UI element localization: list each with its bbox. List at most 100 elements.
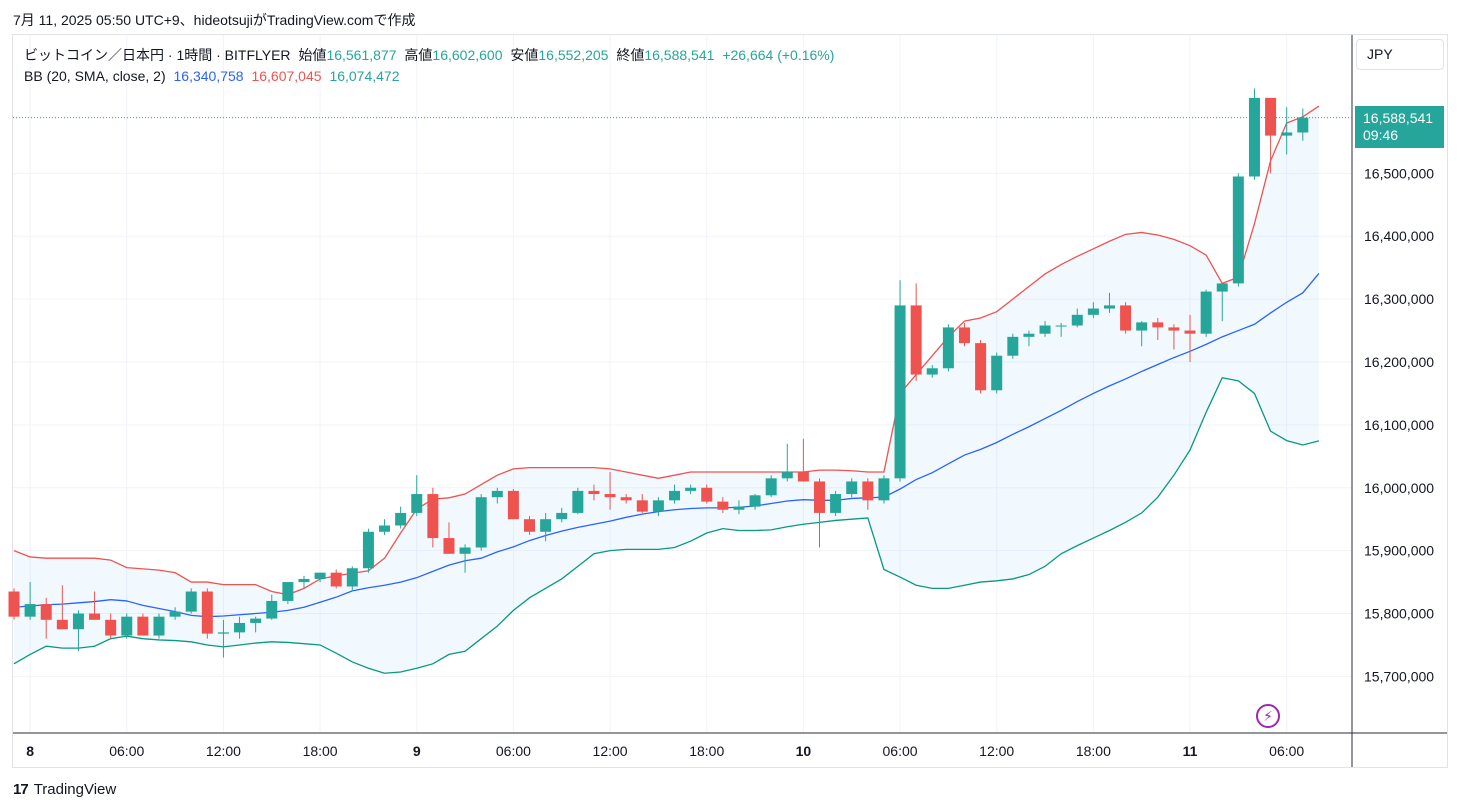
y-tick-label: 16,300,000 bbox=[1364, 291, 1434, 307]
candle-body bbox=[1071, 314, 1083, 326]
candle-body bbox=[572, 490, 584, 513]
legend-open-label: 始値 bbox=[298, 47, 327, 63]
candle-body bbox=[814, 481, 825, 513]
candle-body bbox=[330, 572, 342, 587]
legend-bb-upper: 16,607,045 bbox=[251, 68, 322, 84]
candle-body bbox=[1120, 305, 1132, 331]
candle-body bbox=[1136, 322, 1148, 331]
candle-body bbox=[314, 572, 326, 579]
candle-body bbox=[459, 547, 471, 554]
candle-body bbox=[910, 305, 922, 375]
candle-body bbox=[556, 512, 568, 520]
x-tick-label: 12:00 bbox=[206, 743, 241, 759]
candle-body bbox=[749, 495, 761, 507]
candle-body bbox=[379, 525, 391, 532]
candle-body bbox=[121, 616, 133, 636]
candle-body bbox=[169, 611, 181, 617]
y-tick-label: 16,500,000 bbox=[1364, 165, 1434, 181]
bb-band-fill bbox=[14, 106, 1319, 674]
candle-body bbox=[1152, 322, 1164, 328]
candle-body bbox=[1184, 330, 1196, 334]
candle-body bbox=[926, 368, 938, 375]
candle-body bbox=[942, 327, 954, 369]
candle-body bbox=[1039, 325, 1051, 334]
legend-open-value: 16,561,877 bbox=[326, 47, 397, 63]
chart-frame bbox=[12, 34, 1448, 768]
candle-body bbox=[1055, 325, 1067, 327]
x-tick-label: 06:00 bbox=[883, 743, 918, 759]
x-tick-label: 18:00 bbox=[303, 743, 338, 759]
candle-body bbox=[217, 632, 229, 634]
candle-body bbox=[1232, 176, 1244, 284]
candle-body bbox=[1297, 117, 1309, 133]
x-tick-label: 11 bbox=[1183, 743, 1198, 759]
candle-body bbox=[958, 327, 970, 344]
y-tick-label: 15,800,000 bbox=[1364, 606, 1434, 622]
candle-body bbox=[475, 497, 487, 548]
candle-body bbox=[862, 481, 874, 501]
candle-body bbox=[620, 497, 632, 501]
last-price-value: 16,588,541 bbox=[1363, 109, 1434, 126]
candle-body bbox=[250, 618, 262, 623]
candle-body bbox=[1023, 333, 1035, 337]
lightning-icon[interactable]: ⚡ bbox=[1256, 704, 1280, 728]
legend-ohlc-row: ビットコイン／日本円 · 1時間 · BITFLYER 始値16,561,877… bbox=[24, 45, 838, 66]
candle-body bbox=[975, 343, 987, 391]
candle-body bbox=[282, 582, 294, 601]
candle-body bbox=[201, 591, 213, 634]
candle-body bbox=[24, 604, 36, 617]
candle-body bbox=[56, 619, 68, 630]
y-tick-label: 15,700,000 bbox=[1364, 668, 1434, 684]
y-tick-label: 16,200,000 bbox=[1364, 354, 1434, 370]
bar-countdown: 09:46 bbox=[1363, 126, 1399, 143]
candle-body bbox=[1248, 97, 1260, 177]
candle-body bbox=[1281, 132, 1293, 136]
candle-body bbox=[781, 472, 793, 479]
candle-body bbox=[991, 355, 1003, 391]
candle-body bbox=[701, 487, 713, 502]
currency-button[interactable]: JPY bbox=[1356, 39, 1444, 70]
legend-change-value: +26,664 (+0.16%) bbox=[722, 47, 835, 63]
candle-body bbox=[1200, 291, 1212, 334]
legend-bb-row: BB (20, SMA, close, 2) 16,340,758 16,607… bbox=[24, 66, 838, 87]
legend-bb-basis: 16,340,758 bbox=[173, 68, 244, 84]
bb-upper-line bbox=[13, 105, 1320, 596]
candle-body bbox=[362, 531, 374, 569]
legend-bb-label[interactable]: BB (20, SMA, close, 2) bbox=[24, 68, 166, 84]
candle-body bbox=[185, 591, 197, 612]
chart-timestamp-line: 7月 11, 2025 05:50 UTC+9、hideotsujiがTradi… bbox=[13, 12, 416, 28]
candle-body bbox=[411, 494, 423, 513]
candle-body bbox=[652, 500, 664, 512]
candle-body bbox=[1007, 336, 1019, 356]
candle-body bbox=[72, 613, 84, 630]
x-tick-label: 12:00 bbox=[593, 743, 628, 759]
candle-body bbox=[1168, 327, 1180, 331]
candle-body bbox=[669, 490, 681, 501]
bb-lower-line bbox=[13, 376, 1320, 674]
legend-symbol[interactable]: ビットコイン／日本円 · 1時間 · BITFLYER bbox=[24, 47, 291, 63]
candle-body bbox=[878, 478, 890, 501]
candle-body bbox=[395, 512, 407, 526]
candle-body bbox=[427, 494, 439, 539]
brand[interactable]: 17 TradingView bbox=[13, 781, 116, 798]
x-tick-label: 9 bbox=[413, 743, 421, 759]
candle-body bbox=[507, 490, 519, 520]
candle-body bbox=[89, 613, 101, 620]
y-tick-label: 16,100,000 bbox=[1364, 417, 1434, 433]
candle-body bbox=[846, 481, 858, 495]
legend-low-value: 16,552,205 bbox=[538, 47, 609, 63]
candle-body bbox=[604, 494, 616, 498]
candle-body bbox=[266, 600, 278, 619]
candle-body bbox=[717, 501, 729, 510]
candle-body bbox=[298, 578, 310, 583]
candle-body bbox=[524, 519, 536, 532]
candle-body bbox=[588, 490, 600, 495]
candle-body bbox=[8, 591, 20, 617]
legend-close-label: 終値 bbox=[616, 47, 645, 63]
candle-body bbox=[1087, 308, 1099, 315]
y-tick-label: 15,900,000 bbox=[1364, 543, 1434, 559]
candle-body bbox=[636, 500, 648, 512]
x-tick-label: 06:00 bbox=[109, 743, 144, 759]
candle-body bbox=[797, 472, 809, 482]
